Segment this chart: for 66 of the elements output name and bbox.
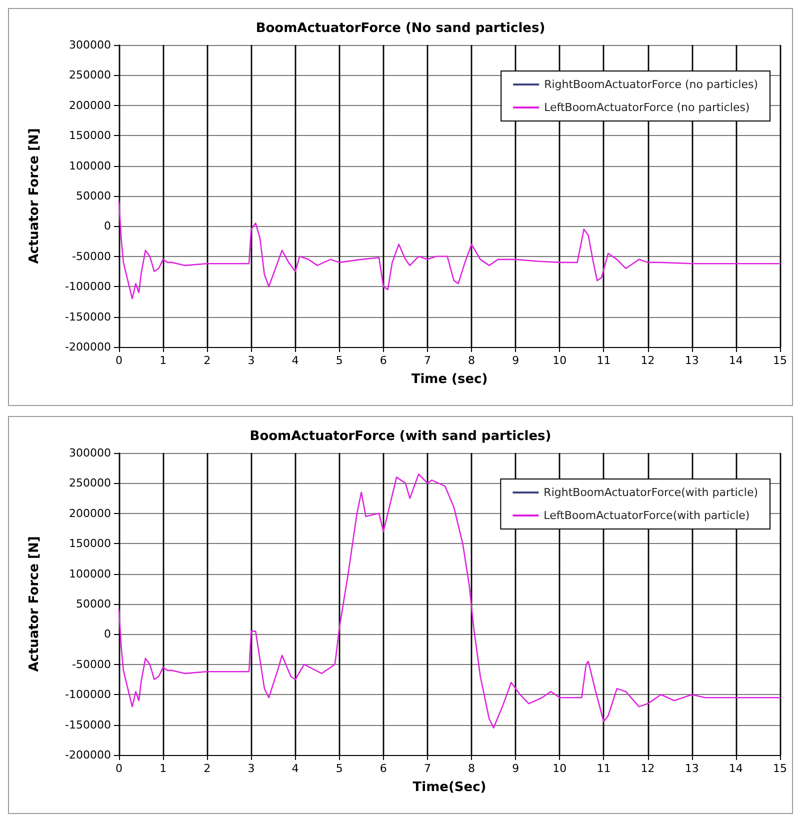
x-tick-label: 12 xyxy=(640,762,655,775)
y-tick-label: 50000 xyxy=(76,598,111,610)
y-tick-label: 300000 xyxy=(69,446,111,460)
y-tick-label: -150000 xyxy=(65,718,111,732)
y-tick-label: -50000 xyxy=(72,658,111,671)
y-tick-label: 100000 xyxy=(69,159,111,172)
x-tick-label: 2 xyxy=(204,762,211,775)
x-tick-label: 8 xyxy=(468,762,476,775)
x-tick-label: 10 xyxy=(552,762,567,775)
y-tick-label: -100000 xyxy=(65,688,111,702)
y-tick-label: 200000 xyxy=(69,506,111,520)
y-tick-label: 0 xyxy=(104,220,111,233)
x-tick-label: 2 xyxy=(204,354,211,367)
y-tick-label: -150000 xyxy=(65,310,111,324)
y-tick-label: 300000 xyxy=(69,38,111,52)
x-tick-label: 7 xyxy=(424,762,431,775)
x-tick-label: 3 xyxy=(248,354,255,367)
x-tick-label: 7 xyxy=(424,354,431,367)
legend-label: LeftBoomActuatorForce (no particles) xyxy=(544,101,750,114)
x-tick-label: 8 xyxy=(468,354,476,367)
y-tick-label: 200000 xyxy=(69,98,111,112)
y-tick-label: 0 xyxy=(104,628,111,641)
y-tick-label: 250000 xyxy=(69,68,111,82)
line-series xyxy=(118,201,781,300)
x-tick-label: 15 xyxy=(773,762,787,775)
x-tick-label: 12 xyxy=(640,354,655,367)
x-tick-label: 3 xyxy=(248,762,255,775)
x-tick-label: 10 xyxy=(552,354,567,367)
x-tick-label: 6 xyxy=(380,762,387,775)
line-series xyxy=(118,473,781,728)
y-axis-title: Actuator Force [N] xyxy=(27,128,42,264)
y-tick-label: 100000 xyxy=(69,567,111,580)
x-axis-title: Time (sec) xyxy=(411,372,488,387)
y-tick-label: -200000 xyxy=(65,340,111,354)
x-tick-label: 11 xyxy=(596,762,611,775)
x-tick-label: 9 xyxy=(512,762,520,775)
x-tick-label: 14 xyxy=(728,354,743,367)
x-tick-label: 15 xyxy=(773,354,787,367)
y-axis-title: Actuator Force [N] xyxy=(27,536,42,672)
legend-label: RightBoomActuatorForce (no particles) xyxy=(544,78,758,91)
legend-label: LeftBoomActuatorForce(with particle) xyxy=(544,509,750,522)
x-tick-label: 14 xyxy=(728,762,743,775)
x-tick-label: 5 xyxy=(336,354,343,367)
y-tick-label: 150000 xyxy=(69,537,111,550)
x-tick-label: 11 xyxy=(596,354,611,367)
x-tick-label: 0 xyxy=(116,762,122,775)
x-tick-label: 1 xyxy=(160,354,167,367)
y-tick-label: -100000 xyxy=(65,280,111,294)
x-tick-label: 6 xyxy=(380,354,387,367)
chart-title: BoomActuatorForce (with sand particles) xyxy=(250,429,552,444)
x-tick-label: 9 xyxy=(512,354,520,367)
y-tick-label: -200000 xyxy=(65,748,111,762)
x-tick-label: 13 xyxy=(684,354,699,367)
y-tick-label: 150000 xyxy=(69,129,111,142)
x-tick-label: 1 xyxy=(160,762,167,775)
x-tick-label: 4 xyxy=(292,762,299,775)
y-tick-label: 50000 xyxy=(76,190,111,202)
x-tick-label: 4 xyxy=(292,354,299,367)
chart-title: BoomActuatorForce (No sand particles) xyxy=(256,21,546,36)
y-tick-label: 250000 xyxy=(69,476,111,490)
legend-label: RightBoomActuatorForce(with particle) xyxy=(544,486,758,499)
x-tick-label: 13 xyxy=(684,762,699,775)
x-tick-label: 0 xyxy=(116,354,122,367)
x-tick-label: 5 xyxy=(336,762,343,775)
y-tick-label: -50000 xyxy=(72,250,111,263)
x-axis-title: Time(Sec) xyxy=(412,780,486,795)
